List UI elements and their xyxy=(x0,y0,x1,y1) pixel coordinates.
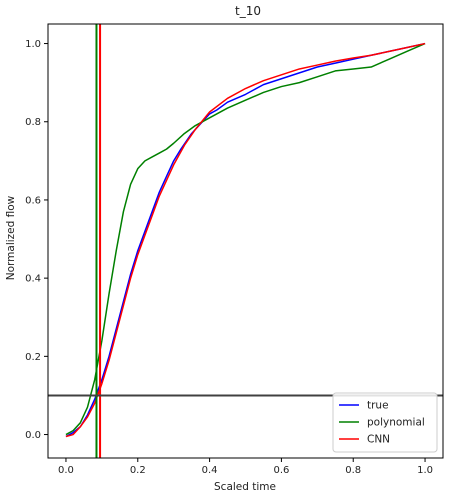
y-tick-label: 0.4 xyxy=(25,274,41,285)
chart-title: t_10 xyxy=(235,4,261,18)
plot-frame xyxy=(47,23,444,459)
y-tick-label: 0.8 xyxy=(25,117,41,128)
legend-box xyxy=(332,392,438,453)
y-tick-label: 0.2 xyxy=(25,352,41,363)
y-axis-label: Normalized flow xyxy=(5,195,17,280)
series-line-true xyxy=(65,42,426,438)
y-tick-label: 1.0 xyxy=(25,39,41,50)
x-axis-label: Scaled time xyxy=(214,481,276,493)
x-tick-label: 0.8 xyxy=(345,465,361,476)
legend-label-true: true xyxy=(367,400,389,412)
x-tick-label: 0.4 xyxy=(202,465,218,476)
y-axis: 0.0 0.2 0.4 0.6 0.8 1.0 xyxy=(25,39,48,441)
x-tick-label: 0.2 xyxy=(130,465,146,476)
y-tick-label: 0.6 xyxy=(25,195,41,206)
x-tick-label: 0.6 xyxy=(273,465,289,476)
legend: true polynomial CNN xyxy=(332,392,438,453)
x-tick-label: 1.0 xyxy=(417,465,433,476)
legend-label-cnn: CNN xyxy=(367,434,390,446)
series-line-polynomial xyxy=(65,42,426,436)
legend-label-polynomial: polynomial xyxy=(367,417,425,429)
x-tick-label: 0.0 xyxy=(58,465,74,476)
y-tick-label: 0.0 xyxy=(25,430,41,441)
series-line-cnn xyxy=(65,42,426,438)
x-axis: 0.0 0.2 0.4 0.6 0.8 1.0 xyxy=(58,458,433,476)
